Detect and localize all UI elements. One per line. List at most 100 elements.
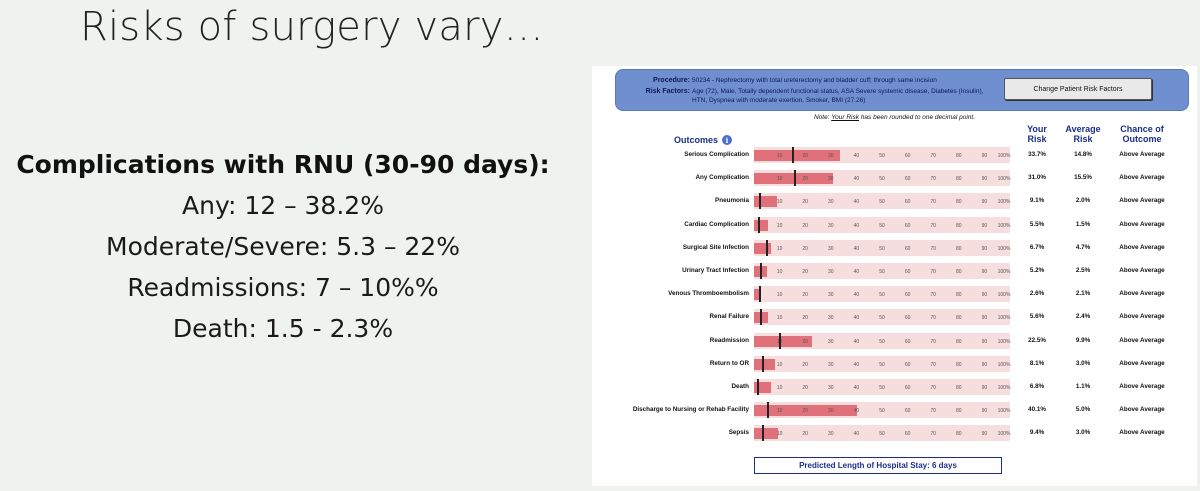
axis-tick-label: 60 [904, 361, 911, 368]
axis-tick-label: 30 [828, 292, 834, 299]
info-icon[interactable]: i [722, 135, 733, 145]
average-risk-value: 2.1% [1075, 290, 1091, 298]
axis-tick-label: 20 [802, 245, 808, 252]
outcome-label: Death [731, 383, 750, 390]
axis-tick-label: 70 [930, 222, 936, 229]
average-risk-header: Average Risk [1065, 124, 1101, 144]
axis-tick-label: 50 [879, 361, 885, 368]
axis-tick-label: 10 [776, 431, 783, 438]
axis-tick-label: 20 [802, 199, 808, 206]
axis-tick-label: 20 [802, 431, 808, 438]
axis-tick-label: 40 [853, 361, 860, 368]
chance-value: Above Average [1119, 313, 1165, 321]
axis-tick-label: 20 [802, 153, 808, 159]
your-risk-bar [754, 405, 857, 417]
average-risk-marker [791, 147, 794, 163]
axis-tick-label: 30 [828, 269, 834, 275]
chance-value: Above Average [1119, 174, 1165, 182]
chance-value: Above Average [1119, 220, 1165, 228]
axis-tick-label: 20 [802, 269, 808, 275]
chance-value: Above Average [1119, 290, 1165, 298]
axis-tick-label: 40 [853, 292, 860, 299]
axis-tick-label: 60 [904, 176, 911, 183]
axis-tick-label: 100% [997, 222, 1011, 229]
average-risk-marker [756, 379, 759, 395]
average-risk-value: 15.5% [1074, 174, 1092, 182]
slide-title: Risks of surgery vary… [80, 4, 544, 50]
summary-line-any: Any: 12 – 38.2% [182, 191, 384, 220]
outcome-label: Return to OR [709, 359, 749, 367]
your-risk-bar [754, 382, 772, 393]
axis-tick-label: 50 [879, 199, 885, 206]
average-risk-marker [759, 286, 762, 303]
axis-tick-label: 80 [956, 176, 962, 183]
axis-tick-label: 50 [879, 292, 885, 299]
axis-tick-label: 100% [997, 292, 1011, 299]
summary-heading: Complications with RNU (30-90 days): [16, 150, 550, 179]
your-risk-value: 31.0% [1028, 174, 1046, 182]
axis-tick-label: 10 [776, 408, 783, 415]
axis-tick-label: 10 [776, 245, 783, 252]
axis-tick-label: 60 [904, 385, 911, 391]
axis-tick-label: 40 [853, 408, 860, 415]
axis-tick-label: 90 [981, 199, 988, 206]
your-risk-value: 9.1% [1029, 197, 1045, 205]
axis-tick-label: 20 [802, 385, 808, 391]
axis-tick-label: 10 [776, 385, 783, 391]
outcome-row: Any Complication 10 20 30 40 50 60 70 80 90 100% 31… [592, 170, 1197, 188]
outcome-row: Cardiac Complication 10 20 30 40 50 60 70 80 90 10… [592, 216, 1197, 235]
axis-tick-label: 80 [956, 245, 962, 252]
chance-value: Above Average [1119, 359, 1165, 367]
complications-summary: Complications with RNU (30-90 days): Any… [0, 150, 566, 349]
axis-tick-label: 60 [904, 431, 911, 438]
axis-tick-label: 80 [956, 292, 962, 299]
average-risk-value: 5.0% [1075, 406, 1091, 414]
outcome-label: Surgical Site Infection [682, 243, 749, 251]
summary-line-death: Death: 1.5 - 2.3% [172, 314, 394, 343]
axis-tick-label: 90 [981, 385, 988, 391]
axis-tick-label: 40 [853, 269, 860, 275]
outcome-label: Any Complication [695, 174, 749, 182]
chance-value: Above Average [1119, 197, 1165, 205]
average-risk-marker [766, 402, 769, 419]
axis-tick-label: 70 [930, 292, 936, 299]
outcome-row: Venous Thromboembolism 10 20 30 40 50 60 70 80 90… [592, 286, 1197, 304]
your-risk-header: Your Risk [1027, 124, 1047, 144]
change-risk-factors-button[interactable]: Change Patient Risk Factors [1004, 78, 1152, 100]
axis-tick-label: 90 [981, 361, 988, 368]
axis-tick-label: 20 [802, 292, 808, 299]
average-risk-value: 1.5% [1075, 220, 1091, 228]
axis-tick-label: 30 [828, 222, 834, 229]
axis-tick-label: 50 [879, 222, 885, 229]
axis-tick-label: 100% [997, 245, 1011, 252]
axis-tick-label: 10 [776, 222, 783, 229]
outcome-row: Sepsis 10 20 30 40 50 60 70 80 90 100% 9.4% 3.0% Abov… [592, 425, 1197, 443]
average-risk-marker [766, 239, 769, 256]
axis-tick-label: 100% [997, 176, 1011, 183]
outcome-row: Pneumonia 10 20 30 40 50 60 70 80 90 100% 9.1% 2.0% A… [592, 193, 1197, 211]
outcome-row: Serious Complication 10 20 30 40 50 60 70 80 90 10… [592, 147, 1197, 165]
axis-tick-label: 30 [828, 199, 834, 206]
procedure-value: 50234 - Nephrectomy with total ureterect… [692, 77, 937, 84]
axis-tick-label: 30 [828, 338, 834, 345]
your-risk-value: 9.4% [1029, 429, 1045, 437]
axis-tick-label: 10 [776, 176, 783, 183]
axis-tick-label: 60 [904, 245, 911, 252]
risk-calculator-panel: Procedure: 50234 - Nephrectomy with tota… [592, 66, 1197, 486]
outcome-row: Return to OR 10 20 30 40 50 60 70 80 90 100% 8.1% 3.… [592, 355, 1197, 374]
average-risk-value: 3.0% [1075, 359, 1091, 367]
axis-tick-label: 80 [956, 153, 962, 159]
average-risk-value: 3.0% [1075, 429, 1091, 437]
axis-tick-label: 80 [956, 385, 962, 391]
axis-tick-label: 70 [930, 338, 936, 345]
chance-header: Chance of Outcome [1120, 124, 1164, 144]
procedure-label: Procedure: [653, 77, 690, 84]
your-risk-bar [754, 335, 812, 347]
outcome-label: Pneumonia [715, 197, 749, 205]
